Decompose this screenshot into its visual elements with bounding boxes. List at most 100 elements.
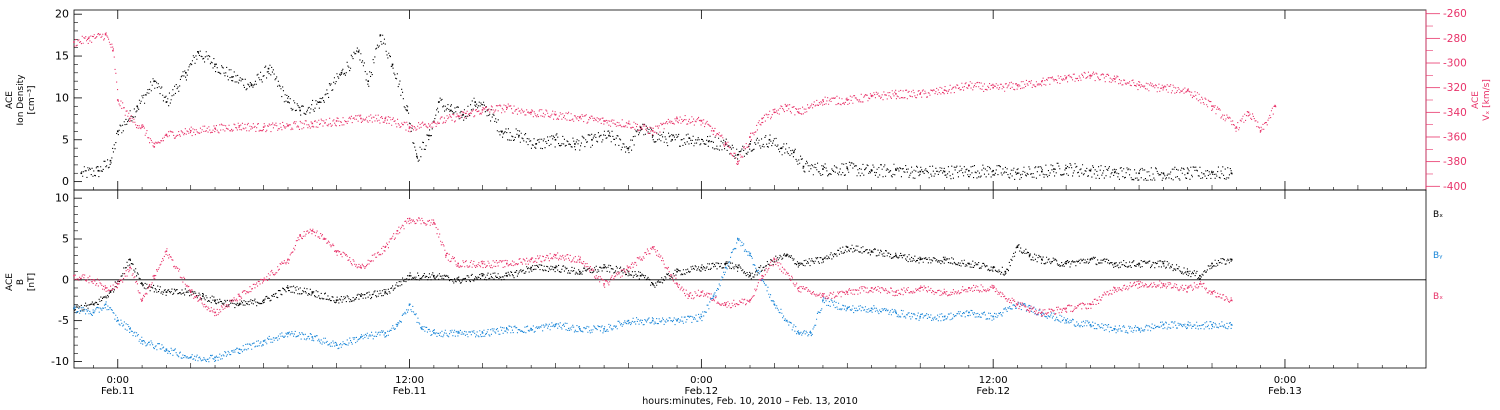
data-point	[1065, 319, 1067, 322]
data-point	[129, 117, 131, 120]
data-point	[1113, 287, 1116, 289]
data-point	[749, 254, 751, 257]
data-point	[1065, 307, 1067, 310]
data-point	[109, 159, 112, 162]
data-point	[1211, 105, 1213, 107]
data-point	[287, 287, 289, 289]
data-point	[1089, 258, 1092, 261]
data-point	[153, 274, 156, 277]
data-point	[724, 262, 727, 265]
data-point	[299, 109, 301, 112]
data-point	[797, 287, 800, 289]
data-point	[1162, 283, 1165, 285]
data-point	[518, 134, 520, 137]
x-tick-label-time: 0:00	[1274, 375, 1296, 386]
data-point	[1186, 89, 1189, 91]
data-point	[651, 283, 654, 285]
data-point	[1016, 246, 1019, 248]
right-y-tick-label: -260	[1443, 8, 1467, 20]
legend-entry: Bₓ	[1433, 292, 1443, 302]
data-point	[797, 332, 800, 334]
data-point	[554, 113, 557, 116]
data-point	[1186, 270, 1189, 273]
x-tick-label-time: 0:00	[107, 375, 129, 386]
data-point	[737, 238, 739, 240]
data-point	[335, 120, 338, 122]
data-point	[676, 270, 678, 273]
data-point	[287, 332, 289, 334]
y-tick-label: -10	[51, 355, 69, 368]
data-point	[1259, 130, 1262, 132]
data-point	[773, 258, 776, 261]
data-point	[651, 134, 654, 137]
data-point	[408, 126, 411, 128]
data-point	[1162, 86, 1165, 89]
data-point	[639, 274, 642, 277]
x-tick-label-date: Feb.12	[685, 386, 719, 397]
data-point	[603, 283, 605, 285]
data-point	[1040, 80, 1043, 83]
data-point	[267, 67, 270, 70]
data-point	[761, 279, 763, 281]
data-point	[578, 328, 581, 330]
data-point	[231, 76, 233, 78]
data-point	[1186, 323, 1189, 326]
data-point	[1065, 262, 1067, 265]
y-axis-label-line: ACE	[5, 91, 15, 109]
data-point	[554, 323, 557, 326]
data-point	[428, 134, 430, 137]
data-point	[141, 126, 143, 128]
data-point	[846, 291, 849, 293]
data-point	[919, 258, 922, 261]
data-point	[73, 41, 75, 43]
data-point	[530, 328, 532, 330]
data-point	[238, 295, 241, 297]
data-point	[992, 266, 994, 269]
data-point	[323, 238, 326, 240]
data-point	[773, 303, 776, 306]
data-point	[870, 307, 873, 310]
data-point	[481, 262, 484, 265]
data-point	[92, 311, 95, 314]
data-point	[870, 287, 873, 289]
data-point	[1247, 111, 1250, 114]
data-point	[707, 140, 710, 143]
right-y-tick-label: -380	[1443, 156, 1467, 168]
data-point	[603, 266, 605, 269]
data-point	[408, 303, 411, 306]
y-axis-label-line: [cm⁻³]	[27, 85, 37, 114]
data-point	[384, 291, 387, 293]
right-axis-label: ACEVₓ [km/s]	[1471, 79, 1492, 121]
time-axis: 0:00Feb.1112:00Feb.110:00Feb.1212:00Feb.…	[93, 10, 1407, 397]
data-point	[1162, 172, 1165, 175]
data-point	[1040, 311, 1043, 314]
data-point	[992, 287, 994, 289]
right-y-tick-label: -320	[1443, 82, 1467, 94]
data-point	[104, 287, 107, 289]
data-point	[360, 117, 362, 120]
data-point	[943, 258, 946, 261]
data-point	[1230, 258, 1233, 261]
data-point	[603, 328, 605, 330]
data-point	[129, 258, 131, 261]
data-point	[457, 332, 460, 334]
data-point	[1211, 262, 1213, 265]
x-tick-label-date: Feb.12	[976, 386, 1010, 397]
data-point	[1016, 84, 1019, 87]
data-point	[262, 299, 265, 302]
y-tick-label: 10	[55, 192, 69, 205]
data-point	[238, 303, 241, 306]
data-point	[724, 142, 727, 144]
data-point	[1138, 262, 1140, 265]
data-point	[238, 348, 241, 351]
x-tick-label-date: Feb.11	[393, 386, 427, 397]
data-point	[481, 109, 484, 111]
data-point	[165, 348, 168, 351]
y-tick-label: 10	[55, 91, 69, 104]
right-y-tick-label: -360	[1443, 131, 1467, 143]
y-tick-label: 0	[62, 273, 69, 286]
data-point	[433, 274, 435, 277]
x-tick-label-time: 12:00	[979, 375, 1008, 386]
